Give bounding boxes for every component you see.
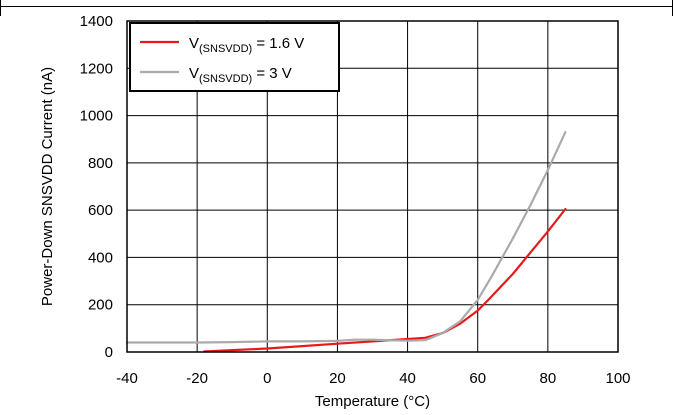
x-tick-label: 100 bbox=[605, 370, 630, 387]
legend-prefix: V bbox=[189, 35, 199, 52]
plot-frame bbox=[126, 20, 619, 353]
y-tick-label: 1000 bbox=[80, 108, 113, 125]
legend-subscript: (SNSVDD) bbox=[199, 73, 252, 85]
legend: V(SNSVDD) = 1.6 VV(SNSVDD) = 3 V bbox=[129, 22, 340, 92]
legend-entry: V(SNSVDD) = 3 V bbox=[189, 65, 292, 85]
legend-suffix: = 1.6 V bbox=[252, 35, 304, 52]
y-tick-label: 1400 bbox=[80, 13, 113, 30]
y-tick-label: 800 bbox=[88, 155, 113, 172]
x-tick-label: 40 bbox=[399, 370, 416, 387]
legend-subscript: (SNSVDD) bbox=[199, 43, 252, 55]
legend-box bbox=[129, 22, 340, 92]
series-line-2 bbox=[125, 131, 567, 344]
x-tick-label: -20 bbox=[186, 370, 208, 387]
x-tick-label: 80 bbox=[540, 370, 557, 387]
y-tick-label: 600 bbox=[88, 202, 113, 219]
legend-prefix: V bbox=[189, 65, 199, 82]
legend-suffix: = 3 V bbox=[252, 65, 292, 82]
legend-entry: V(SNSVDD) = 1.6 V bbox=[189, 35, 304, 55]
y-tick-label: 1200 bbox=[80, 60, 113, 77]
y-tick-label: 0 bbox=[105, 344, 113, 361]
series-lines bbox=[125, 131, 567, 353]
y-axis-title: Power-Down SNSVDD Current (nA) bbox=[39, 67, 56, 306]
x-tick-label: 0 bbox=[263, 370, 271, 387]
x-tick-label: 60 bbox=[469, 370, 486, 387]
y-tick-label: 400 bbox=[88, 249, 113, 266]
series-line-1 bbox=[203, 207, 567, 353]
x-tick-label: -40 bbox=[116, 370, 138, 387]
y-tick-label: 200 bbox=[88, 297, 113, 314]
x-tick-label: 20 bbox=[329, 370, 346, 387]
grid-lines bbox=[127, 21, 618, 352]
tick-labels: -40 -20 0 20 40 60 80 1000200400600800100012001… bbox=[80, 13, 631, 387]
x-axis-title: Temperature (°C) bbox=[315, 393, 430, 410]
